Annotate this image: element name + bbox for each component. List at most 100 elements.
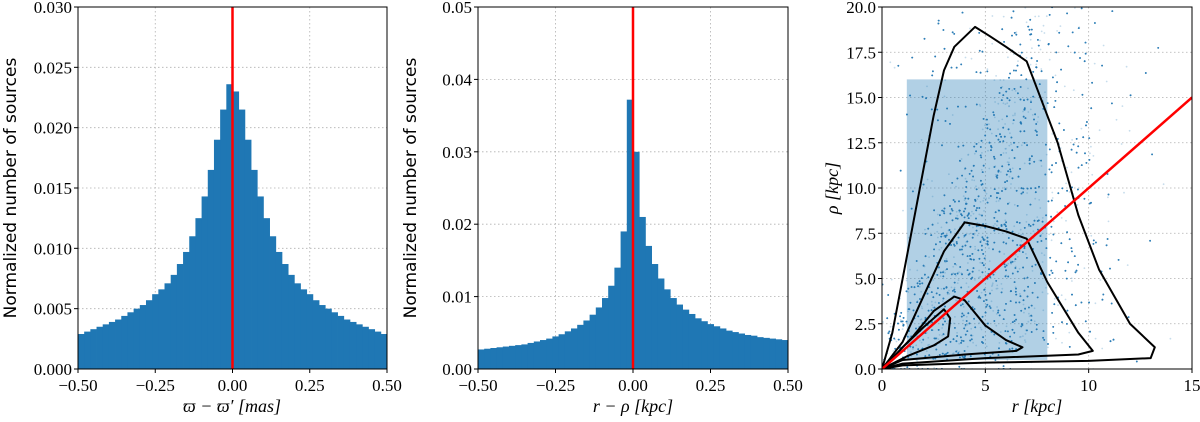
histogram-bar [96, 326, 104, 369]
histogram-bar [170, 274, 178, 369]
scatter-point [1001, 287, 1004, 290]
scatter-point [905, 279, 908, 282]
scatter-point [920, 290, 923, 293]
scatter-point [982, 336, 984, 339]
scatter-point [922, 264, 925, 267]
scatter-point [1059, 25, 1062, 27]
scatter-point [1094, 302, 1097, 305]
scatter-point [1107, 196, 1109, 199]
histogram-bar [639, 216, 646, 369]
scatter-point [1007, 56, 1009, 59]
scatter-point [1054, 277, 1057, 280]
scatter-point [926, 292, 929, 295]
scatter-point [1102, 44, 1105, 47]
scatter-point [1020, 233, 1023, 236]
scatter-point [912, 346, 914, 349]
scatter-point [926, 303, 929, 306]
scatter-point [975, 185, 977, 188]
scatter-point [1050, 239, 1053, 242]
scatter-point [1068, 331, 1071, 334]
scatter-point [1022, 110, 1024, 113]
scatter-point [986, 70, 989, 73]
scatter-point [971, 236, 974, 239]
scatter-point [1088, 301, 1090, 304]
x-axis-label: r [kpc] [1012, 396, 1063, 416]
scatter-point [972, 226, 974, 229]
scatter-point [1019, 293, 1021, 295]
scatter-point [944, 79, 947, 82]
histogram-bar [306, 294, 314, 369]
scatter-point [997, 169, 1000, 172]
scatter-point [1093, 62, 1096, 65]
scatter-point [945, 258, 948, 260]
scatter-point [930, 300, 933, 303]
scatter-point [1121, 105, 1124, 107]
scatter-point [964, 56, 967, 59]
scatter-point [1000, 283, 1003, 285]
scatter-point [926, 178, 929, 181]
scatter-point [906, 113, 908, 116]
scatter-point [1101, 347, 1104, 350]
scatter-point [961, 253, 964, 256]
scatter-point [961, 11, 964, 14]
scatter-point [991, 284, 994, 286]
scatter-point [1071, 139, 1073, 141]
scatter-point [938, 334, 941, 336]
scatter-point [983, 189, 986, 192]
scatter-point [1014, 101, 1016, 104]
x-tick-label: 0.50 [372, 376, 402, 395]
scatter-point [1023, 247, 1026, 250]
scatter-point [915, 344, 918, 347]
scatter-point [1025, 21, 1028, 24]
scatter-point [965, 282, 968, 285]
scatter-point [1012, 10, 1015, 13]
scatter-point [1125, 65, 1128, 68]
scatter-point [988, 247, 990, 250]
scatter-point [962, 195, 965, 198]
scatter-point [981, 341, 983, 343]
scatter-point [1032, 71, 1035, 73]
scatter-point [1198, 180, 1200, 182]
scatter-point [1198, 180, 1200, 182]
histogram-bar [695, 318, 702, 369]
scatter-point [972, 212, 975, 215]
scatter-point [978, 32, 981, 34]
scatter-point [1004, 181, 1006, 184]
scatter-point [1006, 161, 1009, 164]
scatter-point [901, 328, 904, 330]
scatter-point [999, 331, 1002, 333]
scatter-point [1023, 130, 1026, 133]
scatter-point [1021, 323, 1023, 325]
scatter-point [948, 292, 951, 295]
scatter-point [1043, 254, 1046, 256]
scatter-point [1027, 320, 1030, 323]
histogram-bar [726, 330, 733, 369]
scatter-point [957, 279, 960, 281]
scatter-point [1037, 15, 1040, 18]
histogram-bar [713, 326, 721, 369]
scatter-point [972, 165, 975, 167]
scatter-point [1009, 72, 1011, 75]
x-tick-label: −0.25 [136, 376, 175, 395]
scatter-point [1005, 325, 1008, 328]
scatter-point [952, 272, 954, 275]
scatter-point [928, 354, 931, 356]
scatter-point [943, 207, 946, 210]
scatter-point [979, 276, 981, 278]
histogram-bar [750, 335, 758, 369]
scatter-point [951, 352, 954, 355]
scatter-point [1091, 81, 1093, 84]
scatter-point [1017, 175, 1020, 178]
scatter-point [1008, 157, 1011, 160]
scatter-point [933, 248, 935, 251]
scatter-point [1008, 161, 1010, 164]
scatter-point [925, 331, 928, 334]
scatter-point [1034, 191, 1037, 194]
scatter-point [1066, 189, 1068, 192]
scatter-point [1016, 146, 1019, 148]
scatter-point [987, 149, 989, 152]
scatter-point [973, 259, 975, 261]
scatter-point [963, 199, 966, 202]
scatter-point [920, 305, 923, 308]
histogram-bar [251, 169, 258, 369]
